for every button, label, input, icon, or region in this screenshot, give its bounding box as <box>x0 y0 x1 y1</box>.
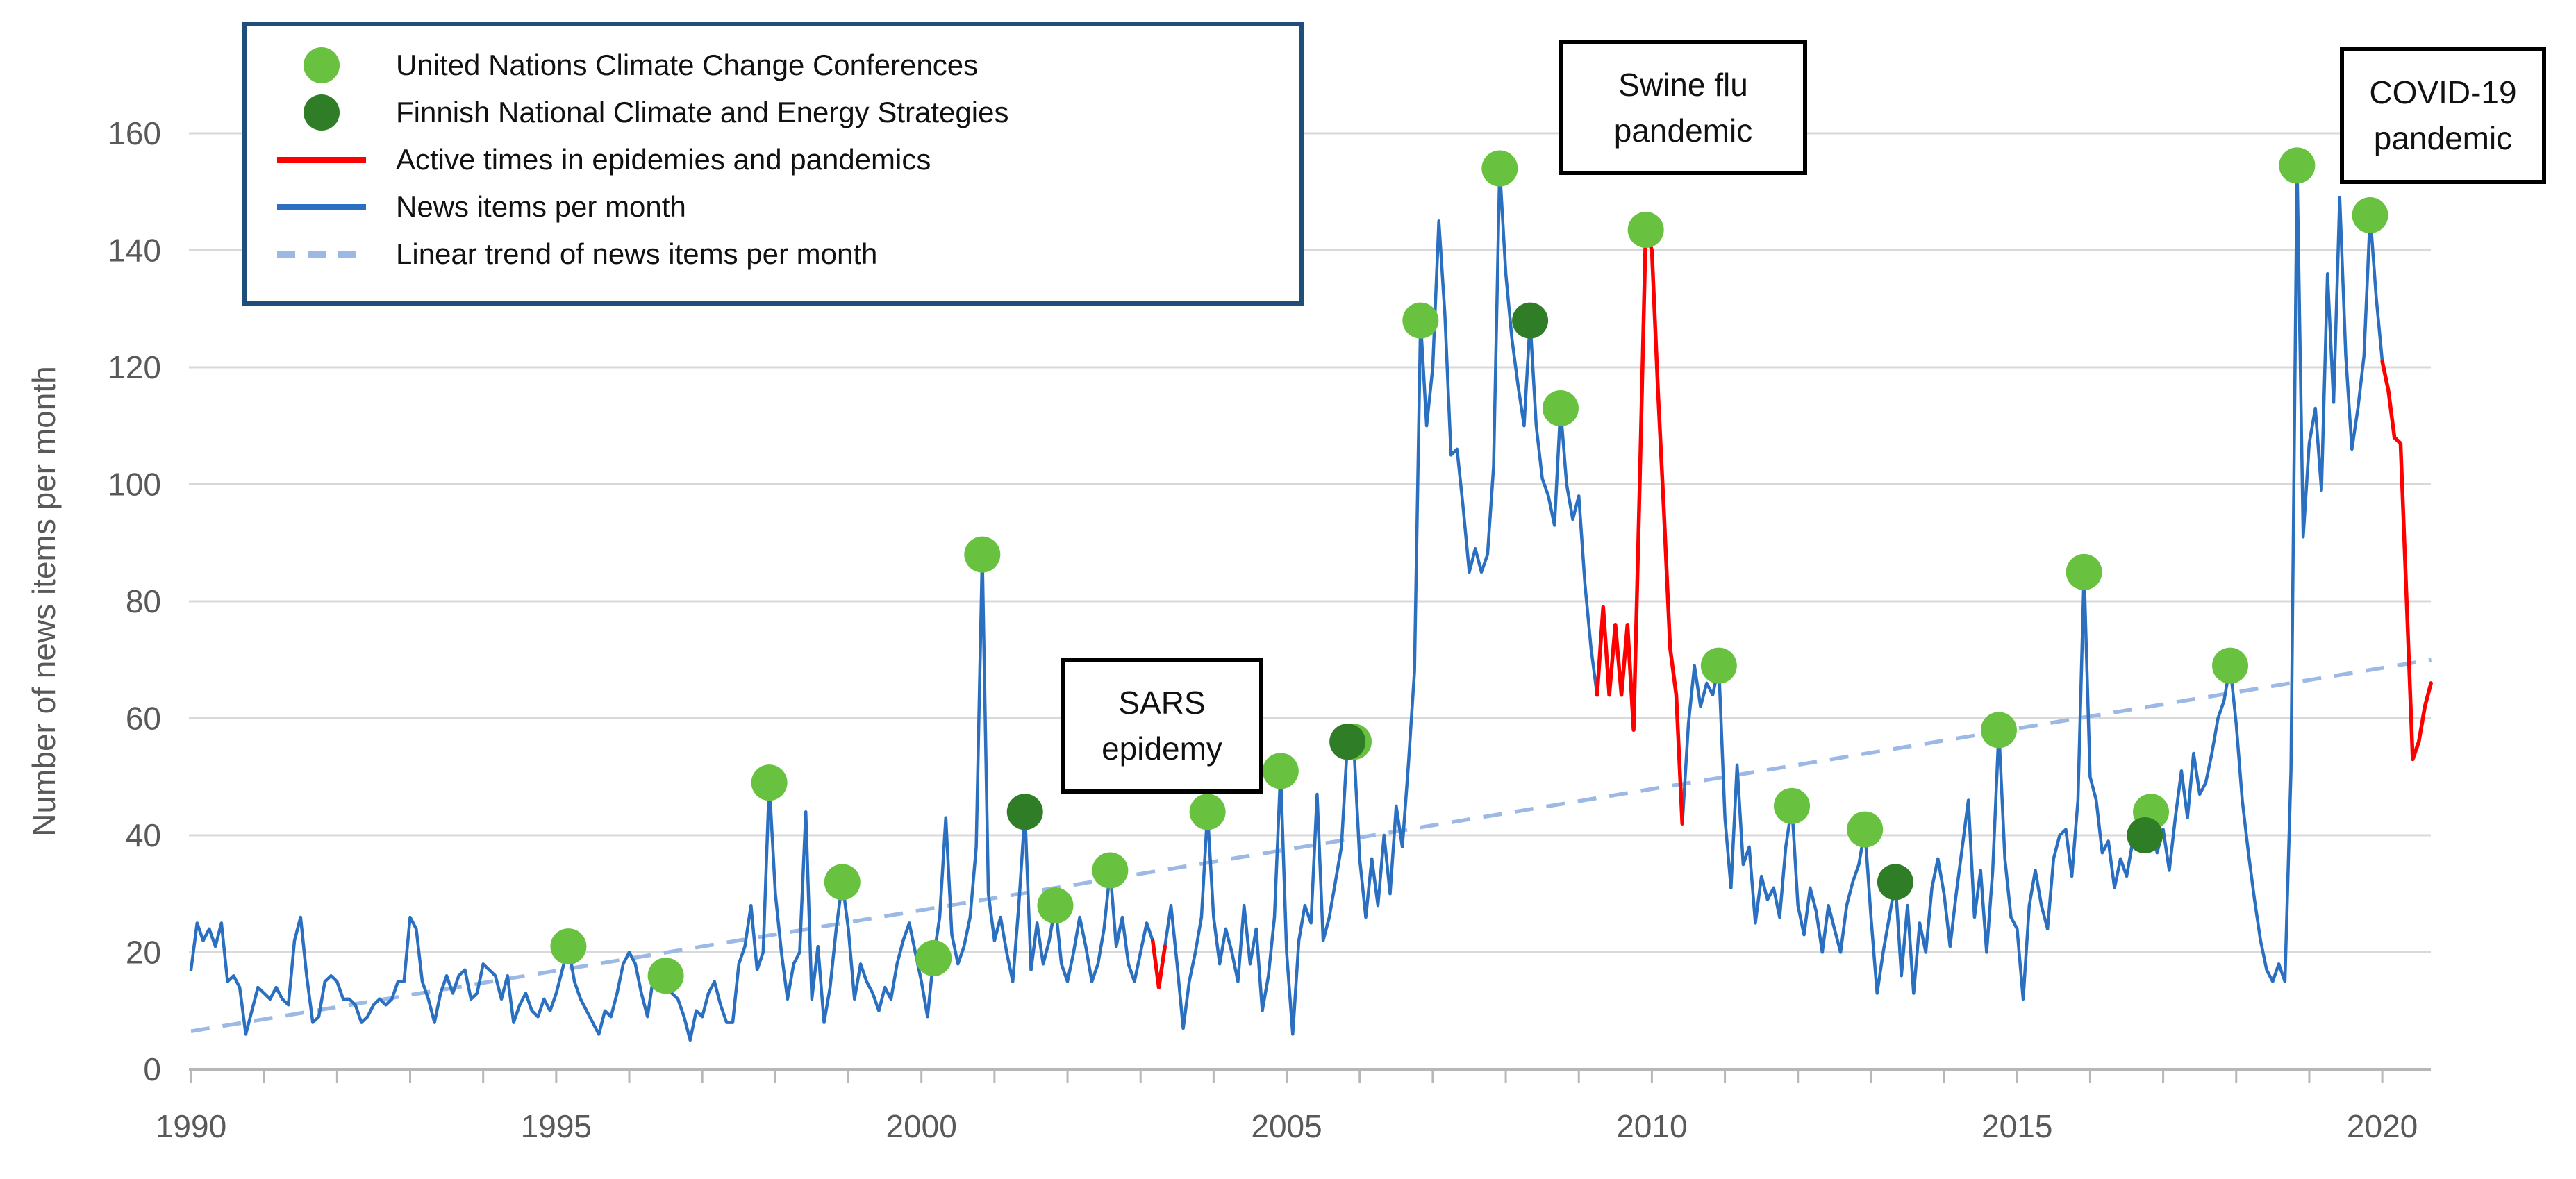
legend-item-finnish-strategies: Finnish National Climate and Energy Stra… <box>247 89 1299 136</box>
linear-trend-line <box>190 658 2432 1033</box>
annotation-line: pandemic <box>2373 120 2513 156</box>
finnish-strategy-marker <box>2127 817 2163 853</box>
annotation-line: COVID-19 <box>2369 74 2517 110</box>
finnish-strategy-marker <box>1877 864 1913 901</box>
annotation-line: Swine flu <box>1618 66 1748 103</box>
x-tick-label: 2020 <box>2347 1108 2418 1144</box>
annotation-swine-flu-pandemic: Swine flu pandemic <box>1559 40 1807 175</box>
x-axis <box>189 1068 2431 1083</box>
x-tick-label: 1990 <box>156 1108 226 1144</box>
un-conference-marker <box>1542 390 1579 426</box>
legend-item-epidemic-times: Active times in epidemies and pandemics <box>247 136 1299 183</box>
legend-box: United Nations Climate Change Conference… <box>242 22 1304 306</box>
epidemic-active-line <box>1150 938 1167 989</box>
un-conference-marker <box>2352 196 2388 233</box>
un-conference-marker <box>1774 787 1811 824</box>
legend-item-linear-trend: Linear trend of news items per month <box>247 231 1299 278</box>
event-markers <box>550 147 2388 994</box>
annotation-line: epidemy <box>1102 730 1222 767</box>
x-tick-label: 2005 <box>1251 1108 1322 1144</box>
dashed-line-icon <box>277 251 366 258</box>
legend-label: Finnish National Climate and Energy Stra… <box>396 96 1009 128</box>
un-conference-marker <box>915 939 952 976</box>
epidemic-active-line <box>1595 228 1684 826</box>
un-conference-marker <box>751 764 788 801</box>
dark-green-dot-icon <box>304 94 340 131</box>
y-axis-title: Number of news items per month <box>26 366 62 837</box>
un-conference-marker <box>1700 647 1737 684</box>
un-conference-marker <box>1262 753 1299 789</box>
finnish-strategy-marker <box>1512 302 1549 339</box>
un-conference-marker <box>1627 212 1664 249</box>
finnish-strategy-marker <box>1006 794 1043 830</box>
un-conference-marker <box>2212 647 2249 684</box>
y-tick-label: 140 <box>108 233 161 269</box>
annotation-sars-epidemy: SARS epidemy <box>1061 658 1263 794</box>
un-conference-marker <box>1037 887 1074 924</box>
y-tick-label: 100 <box>108 467 161 503</box>
y-tick-label: 160 <box>108 115 161 151</box>
y-tick-label: 120 <box>108 349 161 385</box>
un-conference-marker <box>550 928 587 965</box>
un-conference-marker <box>2066 553 2102 590</box>
green-dot-icon <box>304 47 340 83</box>
y-tick-label: 0 <box>143 1051 161 1087</box>
annotation-covid-pandemic: COVID-19 pandemic <box>2340 47 2546 184</box>
x-tick-label: 1995 <box>521 1108 592 1144</box>
legend-item-news-items: News items per month <box>247 183 1299 231</box>
legend-label: United Nations Climate Change Conference… <box>396 49 979 81</box>
un-conference-marker <box>1481 150 1518 187</box>
y-tick-label: 80 <box>126 583 161 619</box>
legend-label: Linear trend of news items per month <box>396 237 878 270</box>
x-tick-label: 2015 <box>1981 1108 2052 1144</box>
y-tick-label: 40 <box>126 817 161 853</box>
un-conference-marker <box>1092 852 1129 889</box>
y-tick-label: 20 <box>126 935 161 971</box>
un-conference-marker <box>1402 302 1439 339</box>
red-line-icon <box>277 156 366 163</box>
un-conference-marker <box>647 958 684 994</box>
annotation-line: pandemic <box>1613 112 1753 149</box>
annotation-line: SARS <box>1118 685 1206 721</box>
y-tick-label: 60 <box>126 701 161 737</box>
un-conference-marker <box>1189 794 1226 830</box>
legend-label: News items per month <box>396 190 686 223</box>
x-tick-label: 2000 <box>886 1108 957 1144</box>
finnish-strategy-marker <box>1329 724 1366 760</box>
un-conference-marker <box>1980 712 2017 749</box>
legend-item-un-conferences: United Nations Climate Change Conference… <box>247 42 1299 89</box>
axis-tick-labels: 0 20 40 60 80 100 120 140 160 1990 1995 2000 2005 201… <box>108 115 2418 1144</box>
blue-line-icon <box>277 203 366 210</box>
un-conference-marker <box>964 536 1001 573</box>
legend-label: Active times in epidemies and pandemics <box>396 143 931 176</box>
un-conference-marker <box>824 864 861 901</box>
epidemic-active-line <box>2380 359 2433 762</box>
x-tick-label: 2010 <box>1616 1108 1687 1144</box>
un-conference-marker <box>2279 147 2316 184</box>
un-conference-marker <box>1847 811 1884 848</box>
